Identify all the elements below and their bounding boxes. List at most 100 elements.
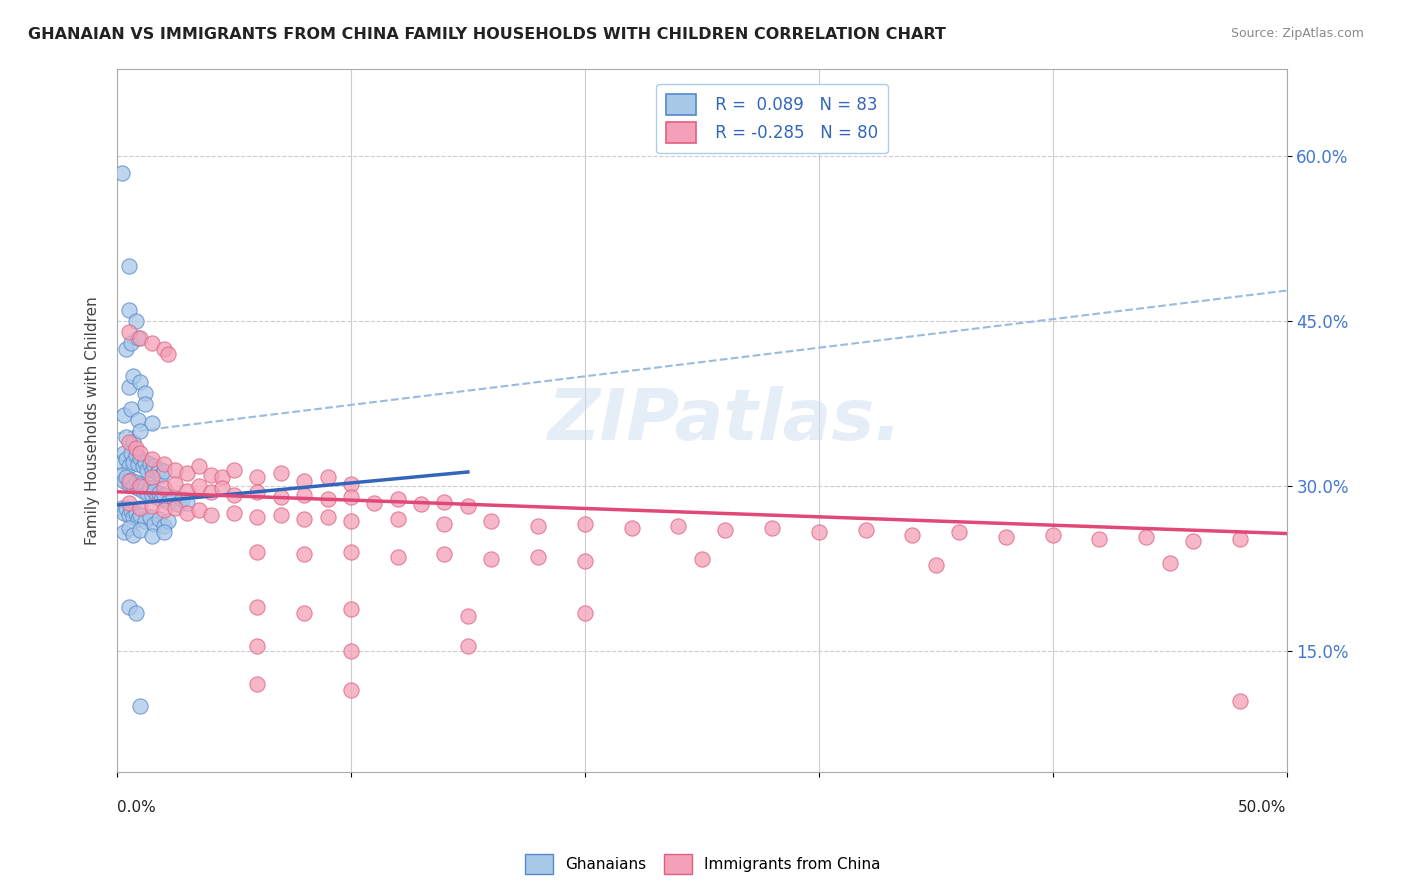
- Point: [387, 549, 409, 564]
- Point: [115, 451, 138, 466]
- Point: [129, 425, 152, 439]
- Point: [211, 482, 233, 496]
- Point: [246, 470, 269, 484]
- Point: [340, 602, 363, 616]
- Point: [574, 606, 596, 620]
- Point: [176, 483, 198, 498]
- Point: [574, 554, 596, 568]
- Point: [118, 600, 141, 615]
- Point: [187, 503, 209, 517]
- Point: [246, 545, 269, 559]
- Point: [141, 463, 163, 477]
- Point: [134, 515, 156, 529]
- Point: [127, 512, 149, 526]
- Point: [125, 506, 148, 520]
- Point: [165, 501, 187, 516]
- Point: [387, 512, 409, 526]
- Point: [807, 525, 830, 540]
- Point: [129, 523, 152, 537]
- Point: [222, 488, 245, 502]
- Point: [152, 519, 174, 533]
- Point: [118, 303, 141, 318]
- Point: [120, 503, 142, 517]
- Point: [136, 486, 159, 500]
- Point: [125, 606, 148, 620]
- Point: [187, 459, 209, 474]
- Point: [340, 490, 363, 504]
- Point: [457, 609, 479, 624]
- Point: [527, 519, 550, 533]
- Point: [152, 488, 174, 502]
- Point: [141, 488, 163, 502]
- Point: [152, 482, 174, 496]
- Point: [152, 525, 174, 540]
- Point: [292, 606, 315, 620]
- Point: [141, 416, 163, 430]
- Point: [292, 488, 315, 502]
- Point: [433, 548, 456, 562]
- Point: [122, 527, 145, 541]
- Point: [176, 506, 198, 520]
- Legend:  R =  0.089   N = 83,  R = -0.285   N = 80: R = 0.089 N = 83, R = -0.285 N = 80: [657, 84, 887, 153]
- Point: [948, 525, 970, 540]
- Point: [901, 527, 924, 541]
- Point: [141, 336, 163, 351]
- Point: [292, 512, 315, 526]
- Point: [761, 521, 783, 535]
- Point: [855, 523, 877, 537]
- Point: [141, 470, 163, 484]
- Text: 50.0%: 50.0%: [1239, 800, 1286, 815]
- Point: [152, 464, 174, 478]
- Point: [479, 551, 502, 566]
- Point: [112, 446, 135, 460]
- Point: [115, 470, 138, 484]
- Point: [118, 474, 141, 488]
- Text: Source: ZipAtlas.com: Source: ZipAtlas.com: [1230, 27, 1364, 40]
- Point: [387, 492, 409, 507]
- Point: [363, 496, 385, 510]
- Point: [152, 457, 174, 471]
- Point: [690, 551, 713, 566]
- Y-axis label: Family Households with Children: Family Households with Children: [86, 296, 100, 545]
- Point: [246, 510, 269, 524]
- Point: [246, 600, 269, 615]
- Point: [131, 483, 153, 498]
- Point: [115, 501, 138, 516]
- Point: [122, 510, 145, 524]
- Point: [433, 494, 456, 508]
- Text: ZIPatlas.: ZIPatlas.: [548, 386, 903, 455]
- Point: [176, 496, 198, 510]
- Point: [246, 677, 269, 691]
- Point: [111, 468, 134, 483]
- Point: [129, 331, 152, 345]
- Point: [138, 457, 160, 471]
- Point: [148, 486, 170, 500]
- Point: [112, 525, 135, 540]
- Point: [127, 331, 149, 345]
- Point: [270, 466, 292, 480]
- Point: [200, 468, 222, 483]
- Point: [148, 461, 170, 475]
- Point: [118, 508, 141, 522]
- Point: [112, 408, 135, 422]
- Point: [187, 479, 209, 493]
- Point: [141, 451, 163, 466]
- Text: GHANAIAN VS IMMIGRANTS FROM CHINA FAMILY HOUSEHOLDS WITH CHILDREN CORRELATION CH: GHANAIAN VS IMMIGRANTS FROM CHINA FAMILY…: [28, 27, 946, 42]
- Point: [115, 342, 138, 356]
- Point: [270, 508, 292, 522]
- Point: [138, 482, 160, 496]
- Point: [165, 463, 187, 477]
- Point: [134, 455, 156, 469]
- Point: [131, 459, 153, 474]
- Point: [129, 477, 152, 491]
- Point: [125, 449, 148, 463]
- Point: [157, 347, 180, 361]
- Point: [120, 336, 142, 351]
- Point: [111, 455, 134, 469]
- Point: [574, 516, 596, 531]
- Point: [200, 484, 222, 499]
- Point: [125, 314, 148, 328]
- Point: [118, 435, 141, 450]
- Point: [200, 508, 222, 522]
- Point: [1042, 527, 1064, 541]
